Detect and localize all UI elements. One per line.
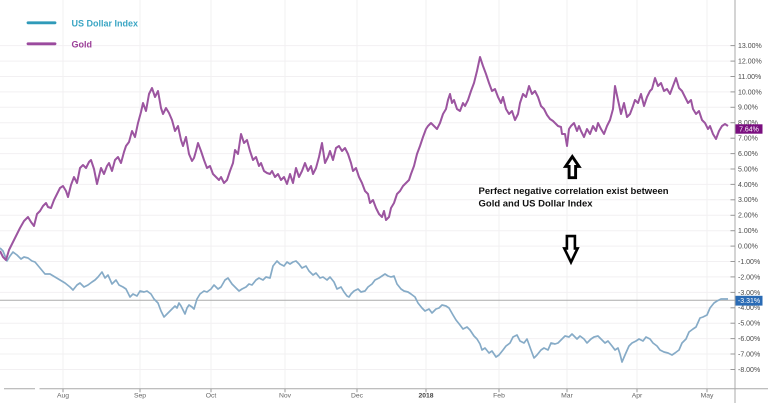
svg-text:-5.00%: -5.00% <box>738 321 760 328</box>
svg-text:Perfect negative correlation e: Perfect negative correlation exist betwe… <box>479 186 669 197</box>
svg-text:Feb: Feb <box>493 393 505 400</box>
svg-text:-3.31%: -3.31% <box>738 298 760 305</box>
svg-text:-8.00%: -8.00% <box>738 367 760 374</box>
svg-text:9.00%: 9.00% <box>738 105 758 112</box>
svg-text:13.00%: 13.00% <box>738 43 762 50</box>
svg-text:Mar: Mar <box>561 393 573 400</box>
svg-text:2018: 2018 <box>418 393 433 400</box>
svg-text:-4.00%: -4.00% <box>738 305 760 312</box>
svg-text:Sep: Sep <box>134 393 146 400</box>
svg-text:Nov: Nov <box>279 393 292 400</box>
svg-text:May: May <box>701 393 714 400</box>
svg-text:3.00%: 3.00% <box>738 197 758 204</box>
svg-text:Gold: Gold <box>72 40 93 50</box>
svg-text:6.00%: 6.00% <box>738 151 758 158</box>
svg-text:5.00%: 5.00% <box>738 166 758 173</box>
svg-text:10.00%: 10.00% <box>738 89 762 96</box>
svg-text:1.00%: 1.00% <box>738 228 758 235</box>
svg-text:Aug: Aug <box>57 393 69 400</box>
svg-text:-2.00%: -2.00% <box>738 274 760 281</box>
svg-text:Dec: Dec <box>351 393 364 400</box>
svg-text:8.00%: 8.00% <box>738 120 758 127</box>
svg-text:Gold and US Dollar Index: Gold and US Dollar Index <box>479 199 594 210</box>
svg-text:Apr: Apr <box>632 393 643 400</box>
svg-text:7.64%: 7.64% <box>739 126 759 133</box>
svg-text:2.00%: 2.00% <box>738 213 758 220</box>
svg-text:-1.00%: -1.00% <box>738 259 760 266</box>
svg-text:7.00%: 7.00% <box>738 136 758 143</box>
svg-text:-7.00%: -7.00% <box>738 351 760 358</box>
svg-text:-6.00%: -6.00% <box>738 336 760 343</box>
svg-text:11.00%: 11.00% <box>738 74 761 81</box>
svg-text:-3.00%: -3.00% <box>738 290 760 297</box>
svg-text:4.00%: 4.00% <box>738 182 758 189</box>
svg-text:12.00%: 12.00% <box>738 59 762 66</box>
svg-text:US Dollar Index: US Dollar Index <box>72 19 139 29</box>
svg-text:Oct: Oct <box>206 393 217 400</box>
svg-text:0.00%: 0.00% <box>738 244 758 251</box>
